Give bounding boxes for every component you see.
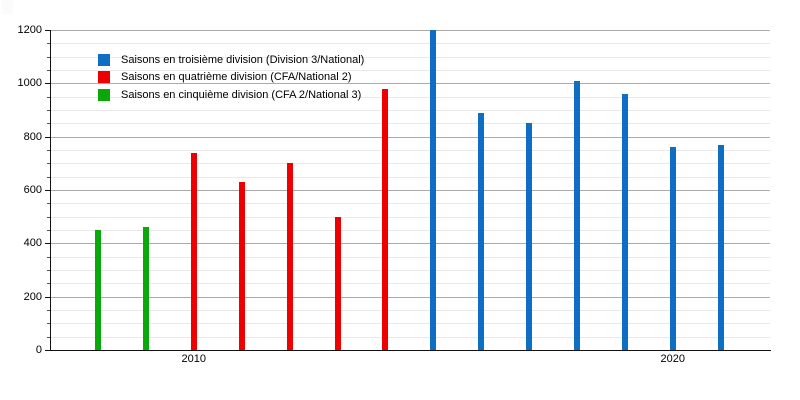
minor-gridline: [50, 176, 770, 178]
bar-2010: [190, 152, 197, 350]
legend-label: Saisons en troisième division (Division …: [121, 53, 365, 66]
minor-gridline: [50, 56, 770, 58]
major-gridline: [50, 296, 770, 298]
y-axis-tick-label: 200: [23, 290, 42, 303]
y-axis-minor-tick: [47, 216, 50, 218]
legend-label: Saisons en quatrième division (CFA/Natio…: [121, 71, 352, 84]
bar-2019: [621, 94, 628, 350]
legend-swatch-icon: [98, 71, 110, 84]
bar-2016: [478, 112, 485, 350]
minor-gridline: [50, 110, 770, 111]
major-gridline: [50, 243, 770, 245]
y-axis-major-tick: [45, 243, 50, 245]
y-axis-minor-tick: [47, 110, 50, 111]
major-gridline: [50, 190, 770, 191]
minor-gridline: [50, 43, 770, 45]
x-axis-tick-label-2010: 2010: [181, 353, 207, 365]
bar-2018: [574, 80, 580, 350]
plot-area: [50, 30, 770, 350]
bar-2014: [382, 88, 389, 350]
major-gridline: [50, 30, 770, 31]
bar-2008: [95, 230, 101, 350]
minor-gridline: [50, 150, 770, 151]
y-axis-major-tick: [45, 30, 50, 31]
y-axis-minor-tick: [47, 96, 50, 98]
x-axis-tick-label-2020: 2020: [660, 353, 686, 365]
bar-2015: [430, 30, 437, 350]
y-axis-major-tick: [45, 350, 50, 351]
y-axis-minor-tick: [47, 123, 50, 125]
minor-gridline: [50, 256, 770, 258]
minor-gridline: [50, 163, 770, 165]
y-axis-line: [50, 30, 51, 351]
minor-gridline: [50, 203, 770, 205]
bar-2009: [142, 227, 149, 350]
y-axis-major-tick: [45, 83, 50, 85]
bar-2017: [526, 123, 533, 350]
legend-item: Saisons en quatrième division (CFA/Natio…: [98, 69, 364, 87]
legend-swatch-icon: [98, 88, 110, 101]
y-axis-tick-label: 0: [35, 344, 42, 356]
y-axis-tick-label: 1200: [17, 24, 42, 36]
minor-gridline: [50, 310, 770, 311]
y-axis-tick-label: 600: [23, 184, 42, 196]
legend-swatch-icon: [98, 53, 110, 66]
minor-gridline: [50, 96, 770, 98]
y-axis-major-tick: [45, 190, 50, 191]
y-axis-minor-tick: [47, 310, 50, 311]
minor-gridline: [50, 216, 770, 218]
y-axis-minor-tick: [47, 203, 50, 205]
minor-gridline: [50, 283, 770, 285]
legend-item: Saisons en troisième division (Division …: [98, 51, 364, 69]
y-axis-minor-tick: [47, 230, 50, 231]
y-axis-tick-label: 800: [23, 130, 42, 143]
major-gridline: [50, 136, 770, 138]
y-axis-minor-tick: [47, 336, 50, 338]
legend-label: Saisons en cinquième division (CFA 2/Nat…: [121, 88, 362, 101]
bar-2021: [717, 144, 724, 350]
minor-gridline: [50, 336, 770, 338]
bar-2011: [238, 182, 245, 350]
y-axis-minor-tick: [47, 323, 50, 325]
minor-gridline: [50, 230, 770, 231]
bar-2012: [286, 163, 293, 350]
y-axis-minor-tick: [47, 256, 50, 258]
corner-artifact-box: [2, 0, 13, 14]
y-axis-minor-tick: [47, 163, 50, 165]
minor-gridline: [50, 323, 770, 325]
y-axis-major-tick: [45, 136, 50, 138]
y-axis-tick-label: 400: [23, 237, 42, 250]
bar-2020: [669, 147, 676, 350]
y-axis-minor-tick: [47, 176, 50, 178]
legend-item: Saisons en cinquième division (CFA 2/Nat…: [98, 86, 364, 104]
y-axis-minor-tick: [47, 70, 50, 71]
chart-legend: Saisons en troisième division (Division …: [98, 51, 364, 104]
y-axis-tick-label: 1000: [17, 77, 42, 90]
major-gridline: [50, 83, 770, 85]
y-axis-major-tick: [45, 296, 50, 298]
y-axis-minor-tick: [47, 283, 50, 285]
y-axis-minor-tick: [47, 43, 50, 45]
x-axis-line: [50, 350, 771, 351]
minor-gridline: [50, 70, 770, 71]
minor-gridline: [50, 123, 770, 125]
y-axis-minor-tick: [47, 270, 50, 271]
bar-2013: [334, 216, 341, 350]
y-axis-minor-tick: [47, 150, 50, 151]
minor-gridline: [50, 270, 770, 271]
y-axis-minor-tick: [47, 56, 50, 58]
